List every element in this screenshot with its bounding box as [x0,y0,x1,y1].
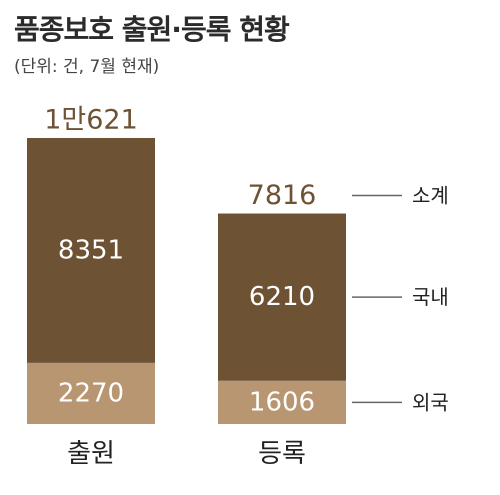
series-label-subtotal: 소계 [412,184,449,208]
category-label: 등록 [258,439,306,469]
chart-subtitle: (단위: 건, 7월 현재) [14,57,160,77]
series-label-foreign: 외국 [412,390,449,414]
bar-segment-domestic-0 [27,138,155,363]
bar-total-label: 1만621 [44,105,138,136]
bar-value-label: 6210 [249,282,315,312]
bar-segment-foreign-1 [218,380,346,424]
bar-value-label: 1606 [249,387,315,417]
series-label-domestic: 국내 [412,285,449,309]
bar-value-label: 8351 [58,235,124,265]
category-label: 출원 [67,439,115,469]
bar-value-label: 2270 [58,378,124,408]
bar-total-label: 7816 [248,180,317,211]
chart-title: 품종보호 출원·등록 현황 [14,13,290,46]
bar-segment-domestic-1 [218,213,346,381]
bar-segment-foreign-0 [27,362,155,424]
